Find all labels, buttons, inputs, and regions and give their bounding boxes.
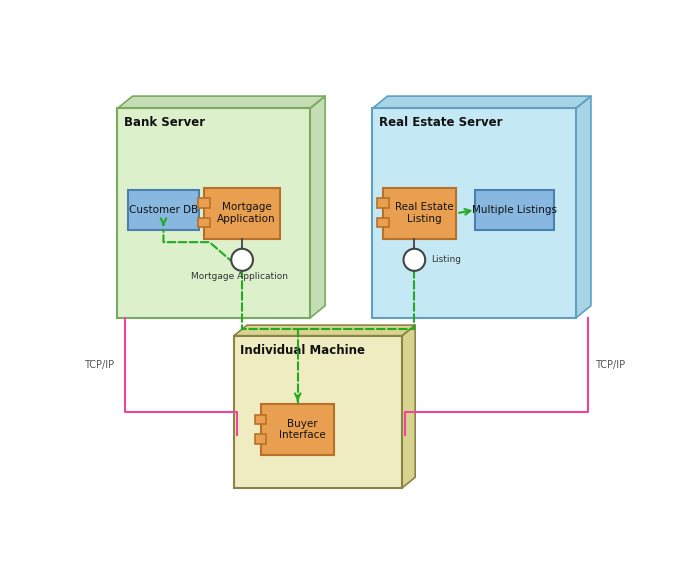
Text: Bank Server: Bank Server: [124, 116, 205, 129]
Bar: [372, 108, 575, 318]
Bar: [261, 404, 335, 455]
Bar: [128, 190, 199, 230]
Text: Mortgage Application: Mortgage Application: [191, 272, 288, 281]
Ellipse shape: [403, 249, 425, 271]
Bar: [118, 108, 310, 318]
Text: Real Estate Server: Real Estate Server: [379, 116, 503, 129]
Text: Individual Machine: Individual Machine: [241, 344, 365, 356]
Bar: [255, 415, 267, 425]
Polygon shape: [310, 96, 325, 318]
Polygon shape: [575, 96, 591, 318]
Bar: [234, 336, 402, 488]
Bar: [255, 434, 267, 444]
Text: Real Estate
Listing: Real Estate Listing: [395, 202, 454, 224]
Text: Buyer
Interface: Buyer Interface: [279, 419, 326, 440]
Text: TCP/IP: TCP/IP: [85, 360, 115, 370]
Bar: [197, 198, 209, 208]
Bar: [197, 218, 209, 227]
Polygon shape: [402, 325, 415, 488]
Text: Mortgage
Application: Mortgage Application: [217, 202, 276, 224]
Text: Multiple Listings: Multiple Listings: [473, 205, 557, 215]
Text: TCP/IP: TCP/IP: [595, 360, 625, 370]
Bar: [204, 188, 280, 238]
Bar: [383, 188, 456, 238]
Bar: [377, 198, 389, 208]
Ellipse shape: [231, 249, 253, 271]
Polygon shape: [234, 325, 415, 336]
Polygon shape: [118, 96, 325, 108]
Bar: [475, 190, 554, 230]
Polygon shape: [372, 96, 591, 108]
Text: Customer DB: Customer DB: [129, 205, 198, 215]
Text: Listing: Listing: [430, 256, 461, 264]
Bar: [377, 218, 389, 227]
